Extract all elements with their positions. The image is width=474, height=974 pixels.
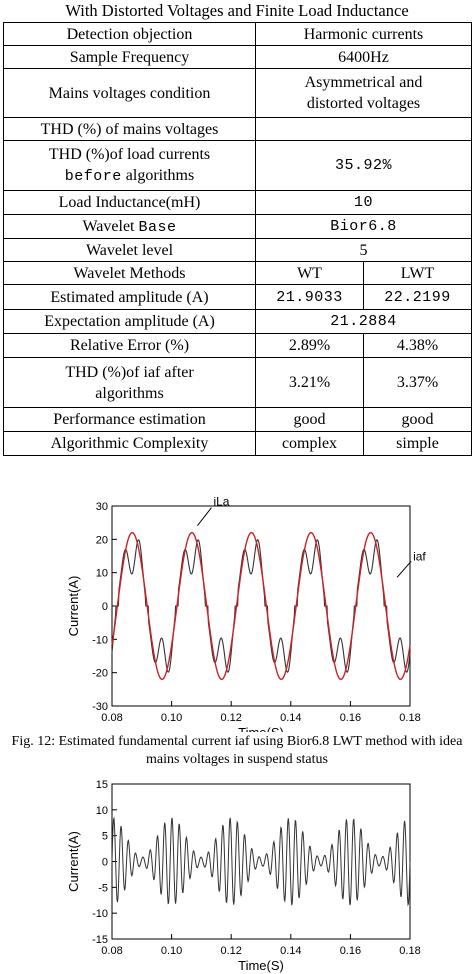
row-value: 5 [254, 238, 473, 262]
row-label: THD (%)of load currents before algorithm… [3, 140, 256, 191]
row-label: Expectation amplitude (A) [3, 309, 256, 334]
row-value-lwt: 22.2199 [362, 284, 473, 310]
row-value: Harmonic currents [254, 22, 473, 46]
table-row: Relative Error (%) 2.89% 4.38% [3, 333, 473, 358]
table-row: Load Inductance(mH) 10 [3, 190, 473, 215]
annotation-arrow-iaf [396, 561, 412, 578]
x-tick-label: 0.10 [161, 945, 182, 957]
row-label: Estimated amplitude (A) [3, 284, 256, 310]
row-label: THD (%) of mains voltages [3, 117, 256, 141]
y-tick-label: 10 [96, 805, 108, 817]
x-tick-label: 0.16 [340, 712, 361, 724]
x-axis-label: Time(S) [238, 958, 284, 973]
table-row: THD (%)of load currents before algorithm… [3, 140, 473, 191]
annotation-iLa: iLa [213, 495, 229, 509]
table-row: Sample Frequency 6400Hz [3, 45, 473, 69]
row-label: Mains voltages condition [3, 68, 256, 118]
row-value-wt: complex [255, 431, 364, 456]
y-tick-label: 20 [96, 534, 108, 546]
table-row: Detection objection Harmonic currents [3, 22, 473, 46]
x-tick-label: 0.08 [101, 712, 122, 724]
y-tick-label: -15 [92, 934, 108, 946]
y-axis-label: Current(A) [66, 831, 81, 892]
row-label-part: before [64, 168, 122, 185]
table-caption: With Distorted Voltages and Finite Load … [65, 1, 409, 20]
plot-frame [111, 505, 411, 707]
row-label-part: THD (%)of load currents [48, 146, 211, 163]
x-tick-label: 0.08 [101, 945, 122, 957]
x-tick-label: 0.16 [340, 945, 361, 957]
row-value: 6400Hz [254, 45, 473, 69]
row-value: Asymmetrical and distorted voltages [254, 68, 473, 118]
x-tick-label: 0.14 [280, 712, 301, 724]
table-row: Expectation amplitude (A) 21.2884 [3, 309, 473, 334]
y-tick-label: 0 [102, 857, 108, 869]
y-tick-label: -10 [92, 908, 108, 920]
figure-caption: Fig. 12: Estimated fundamental current i… [11, 734, 463, 767]
y-tick-label: 5 [102, 831, 108, 843]
y-tick-label: -5 [98, 882, 108, 894]
row-label: Performance estimation [3, 407, 256, 432]
series-iaf-line [111, 531, 411, 681]
table-row: Wavelet Methods WT LWT [3, 261, 473, 285]
y-tick-label: -30 [92, 701, 108, 713]
row-value-wt: 2.89% [255, 333, 364, 358]
y-tick-label: 0 [102, 601, 108, 613]
current-chart-1: 0.08 0.10 0.12 0.14 0.16 0.18 -30 -20 -10 0 10 20 30… [66, 495, 426, 732]
row-value-lwt: good [362, 407, 473, 432]
row-value: 35.92% [254, 140, 473, 191]
row-label-part: Wavelet [82, 217, 135, 235]
row-value: 10 [254, 190, 473, 215]
y-tick-label: 30 [96, 501, 108, 513]
table-row: THD (%)of iaf after algorithms 3.21% 3.3… [3, 357, 473, 408]
row-value-lwt: LWT [362, 261, 473, 285]
y-tick-label: 10 [96, 568, 108, 580]
row-label: Relative Error (%) [3, 333, 256, 358]
table-row: Algorithmic Complexity complex simple [3, 431, 473, 456]
row-label: Wavelet level [3, 238, 256, 262]
row-label: Wavelet Methods [3, 261, 256, 285]
series-iLa-line [111, 539, 411, 673]
y-tick-label: -20 [92, 668, 108, 680]
table-row: Estimated amplitude (A) 21.9033 22.2199 [3, 284, 473, 310]
row-value-lwt: 3.37% [362, 357, 473, 408]
x-tick-label: 0.18 [399, 712, 420, 724]
row-label: Sample Frequency [3, 45, 256, 69]
row-label: Algorithmic Complexity [3, 431, 256, 456]
x-axis-label: Time(S) [238, 725, 284, 732]
row-value-lwt: 4.38% [362, 333, 473, 358]
row-value-wt: 21.9033 [255, 284, 364, 310]
y-tick-label: -10 [92, 634, 108, 646]
row-label: Load Inductance(mH) [3, 190, 256, 215]
table-row: Wavelet Base Bior6.8 [3, 214, 473, 239]
row-value-wt: WT [255, 261, 364, 285]
table-row: Performance estimation good good [3, 407, 473, 432]
row-label: Detection objection [3, 22, 256, 46]
row-label-part: algorithms [125, 167, 195, 184]
x-tick-label: 0.12 [220, 712, 241, 724]
row-label: Wavelet Base [3, 214, 256, 239]
row-value-wt: 3.21% [255, 357, 364, 408]
row-value: Bior6.8 [254, 214, 473, 239]
row-value: 21.2884 [254, 309, 473, 334]
series-harmonic-line [111, 816, 411, 907]
x-tick-label: 0.12 [220, 945, 241, 957]
x-tick-label: 0.14 [280, 945, 301, 957]
row-value [254, 117, 473, 141]
y-axis-label: Current(A) [66, 576, 81, 637]
parameter-table: Detection objection Harmonic currents Sa… [3, 22, 473, 456]
x-tick-label: 0.18 [399, 945, 420, 957]
annotation-arrow-iLa [197, 507, 212, 526]
row-value-wt: good [255, 407, 364, 432]
table-row: Mains voltages condition Asymmetrical an… [3, 68, 473, 118]
current-chart-2: 0.08 0.10 0.12 0.14 0.16 0.18 -15 -10 -5 0 5 10 15 Ti… [66, 779, 421, 973]
table-row: Wavelet level 5 [3, 238, 473, 262]
row-label: THD (%)of iaf after algorithms [3, 357, 256, 408]
x-tick-label: 0.10 [161, 712, 182, 724]
annotation-iaf: iaf [413, 549, 426, 563]
row-value-lwt: simple [362, 431, 473, 456]
table-row: THD (%) of mains voltages [3, 117, 473, 141]
y-tick-label: 15 [96, 779, 108, 791]
row-label-part: Base [138, 218, 177, 236]
